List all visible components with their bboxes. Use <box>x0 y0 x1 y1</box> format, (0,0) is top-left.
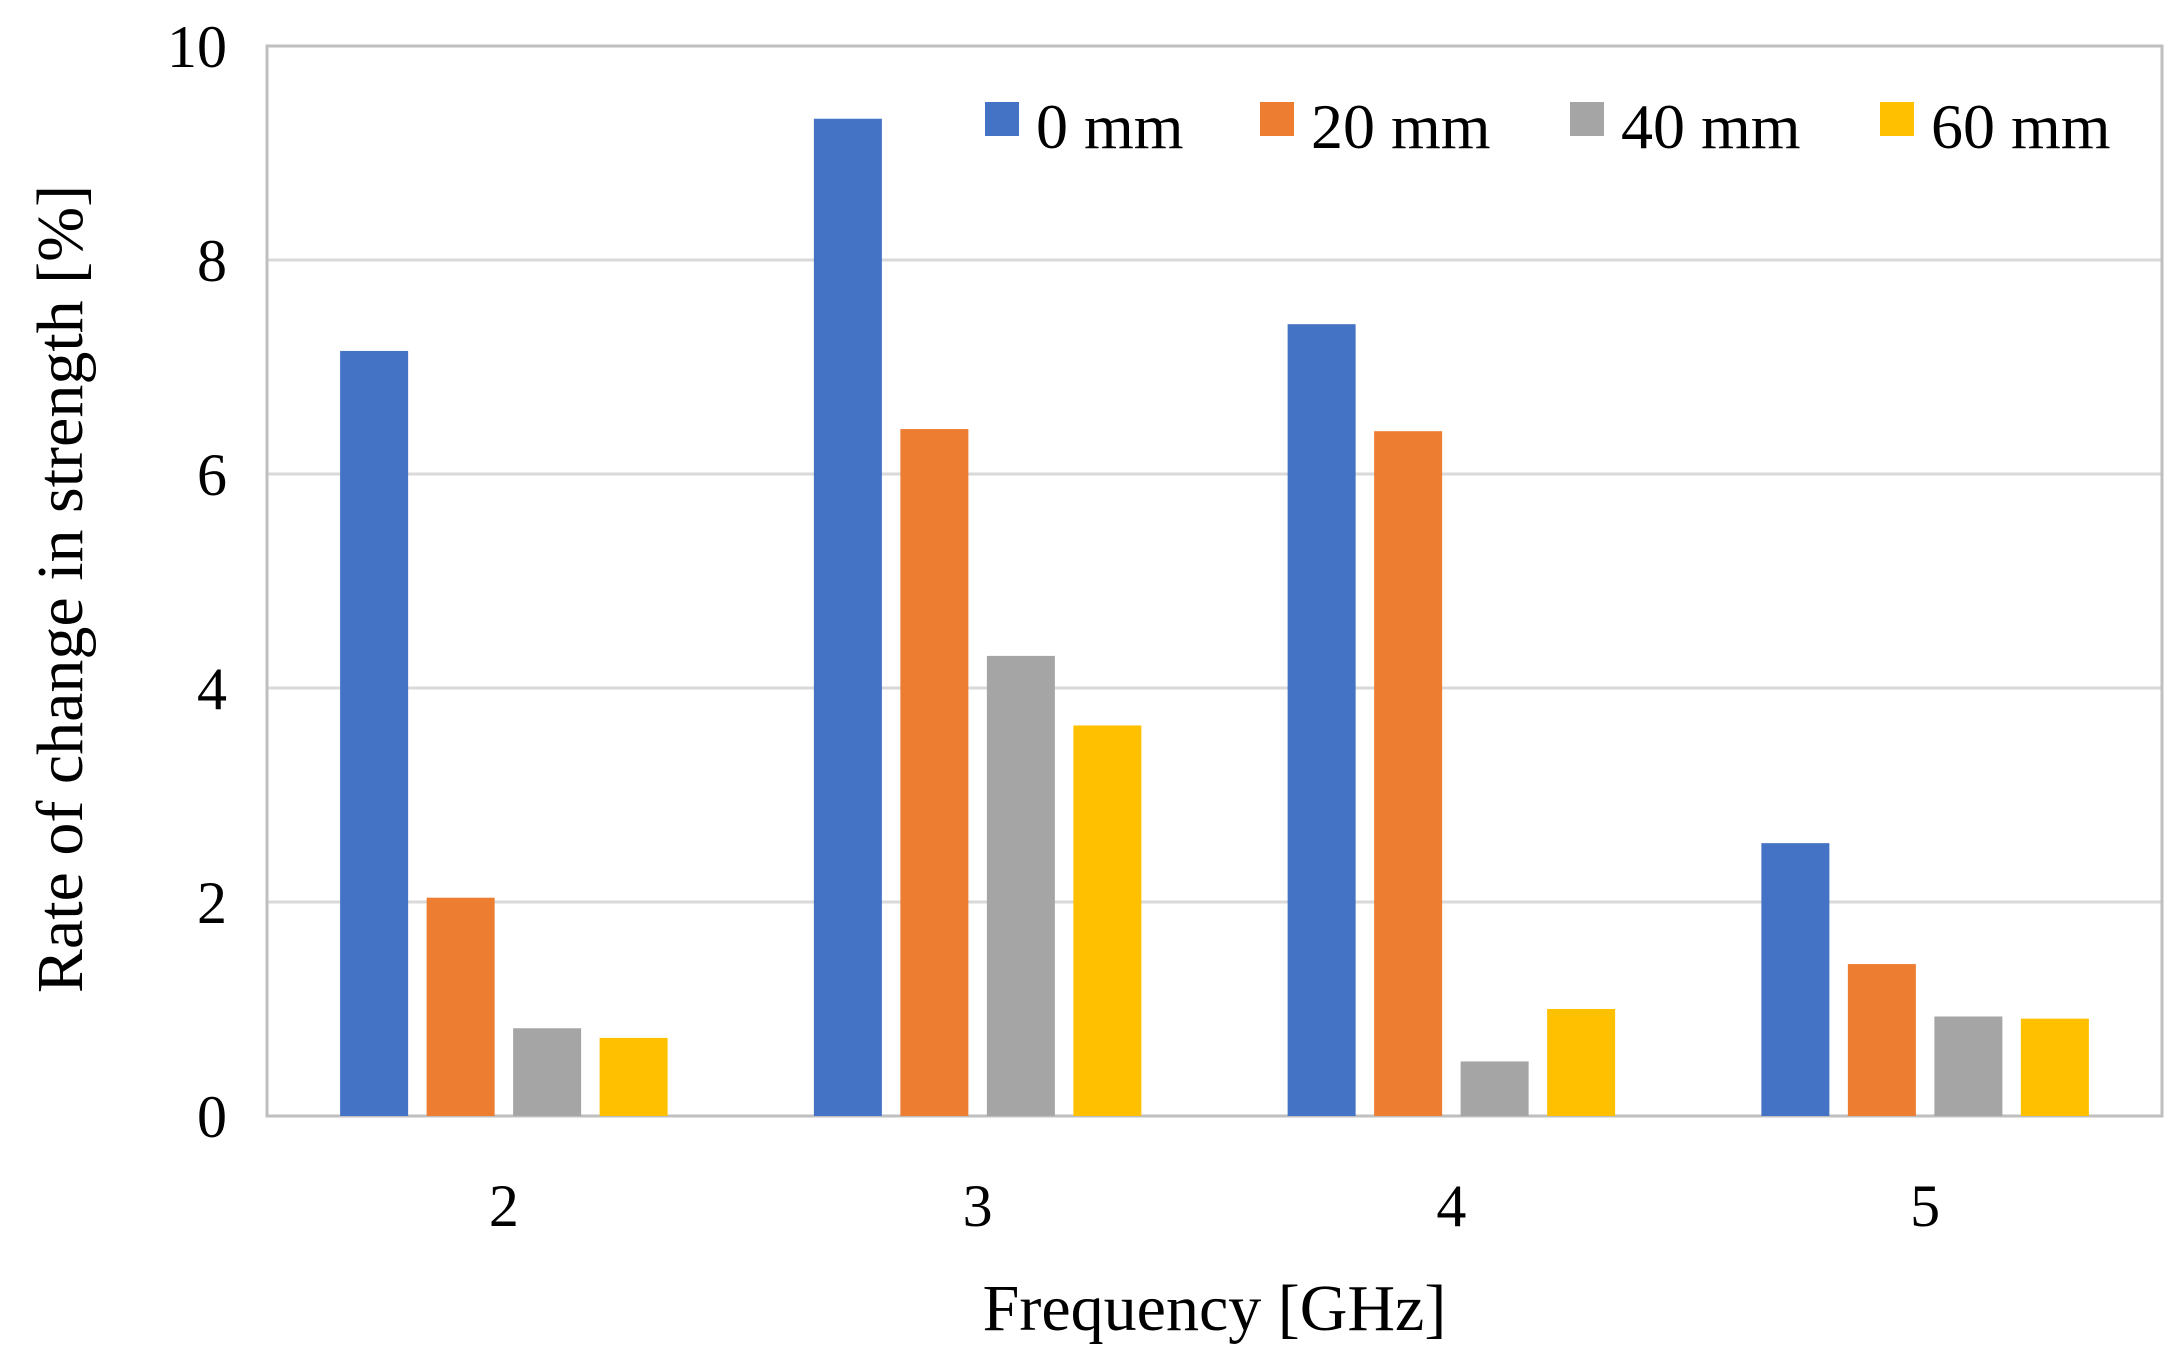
bar-40mm-5 <box>1934 1016 2003 1116</box>
y-axis-title: Rate of change in strength [%] <box>24 185 97 993</box>
bar-0mm-5 <box>1761 843 1830 1116</box>
bar-40mm-2 <box>513 1028 582 1116</box>
legend-item-60mm: 60 mm <box>1880 91 2111 162</box>
legend-swatch <box>985 102 1019 136</box>
legend: 0 mm 20 mm 40 mm 60 mm <box>985 91 2111 162</box>
y-tick-label: 6 <box>197 442 227 508</box>
bar-20mm-4 <box>1374 431 1443 1116</box>
x-axis-title: Frequency [GHz] <box>983 1272 1447 1345</box>
legend-label: 60 mm <box>1931 91 2111 162</box>
y-tick-label: 2 <box>197 870 227 936</box>
legend-swatch <box>1880 102 1914 136</box>
bar-0mm-2 <box>340 350 409 1116</box>
x-tick-label: 3 <box>963 1173 993 1239</box>
plot-area-frame <box>265 44 2164 1118</box>
y-tick-label: 0 <box>197 1084 227 1150</box>
bar-60mm-4 <box>1547 1009 1616 1116</box>
bar-20mm-2 <box>426 897 495 1116</box>
x-tick-label: 5 <box>1910 1173 1940 1239</box>
legend-item-0mm: 0 mm <box>985 91 1184 162</box>
legend-swatch <box>1570 102 1604 136</box>
bar-20mm-5 <box>1847 964 1916 1116</box>
x-tick-labels: 2 3 4 5 <box>489 1173 1940 1239</box>
y-tick-label: 4 <box>197 656 227 722</box>
bar-40mm-4 <box>1460 1061 1529 1116</box>
y-tick-label: 10 <box>167 14 227 80</box>
legend-label: 20 mm <box>1311 91 1491 162</box>
bar-60mm-5 <box>2020 1018 2089 1116</box>
x-tick-label: 4 <box>1436 1173 1466 1239</box>
legend-label: 0 mm <box>1036 91 1184 162</box>
bar-0mm-3 <box>813 118 882 1116</box>
x-tick-label: 2 <box>489 1173 519 1239</box>
bars <box>340 118 2089 1116</box>
gridlines <box>267 258 2162 904</box>
legend-item-20mm: 20 mm <box>1260 91 1491 162</box>
y-tick-label: 8 <box>197 228 227 294</box>
legend-label: 40 mm <box>1621 91 1801 162</box>
legend-swatch <box>1260 102 1294 136</box>
bar-60mm-3 <box>1073 725 1142 1116</box>
bar-20mm-3 <box>900 429 969 1116</box>
y-tick-labels: 0 2 4 6 8 10 <box>167 14 227 1150</box>
legend-item-40mm: 40 mm <box>1570 91 1801 162</box>
bar-60mm-2 <box>599 1037 668 1116</box>
bar-0mm-4 <box>1287 324 1356 1116</box>
bar-40mm-3 <box>986 655 1055 1116</box>
